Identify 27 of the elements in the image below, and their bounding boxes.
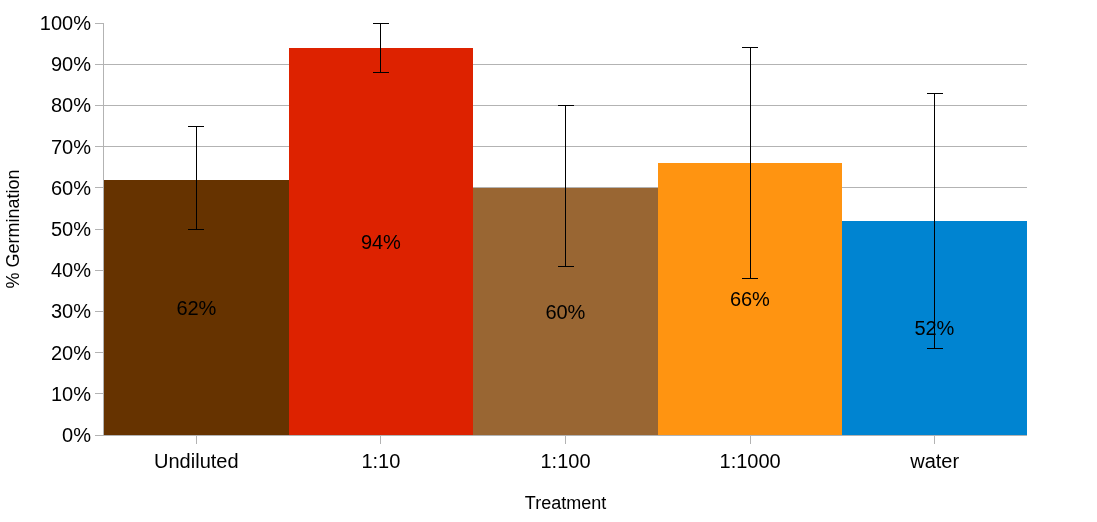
bar [473,188,658,435]
y-axis-title: % Germination [3,169,24,289]
data-label: 66% [729,288,771,310]
bar [842,221,1027,435]
bar [104,180,289,435]
data-label: 60% [545,300,586,323]
x-tick-label: 1:100 [540,450,591,472]
y-tick-label: 10% [50,382,92,405]
y-tick-label: 100% [39,12,92,34]
y-tick-label: 80% [50,94,92,117]
y-tick-label: 50% [50,218,92,240]
x-tick-label: Undiluted [154,450,239,472]
y-tick-label: 60% [50,176,92,199]
y-tick-label: 40% [50,259,92,282]
bar [658,163,842,435]
x-tick-label: 1:1000 [719,450,781,472]
bar [289,48,473,435]
y-tick-label: 0% [62,424,92,446]
y-tick-label: 90% [50,53,92,76]
y-tick-label: 70% [50,135,92,158]
data-label: 62% [176,296,217,319]
x-tick-label: water [909,450,960,472]
x-axis-title: Treatment [524,493,607,514]
x-tick-label: 1:10 [361,450,401,472]
data-label: 94% [360,230,402,253]
y-tick-label: 20% [50,341,92,364]
y-tick-label: 30% [50,300,92,323]
